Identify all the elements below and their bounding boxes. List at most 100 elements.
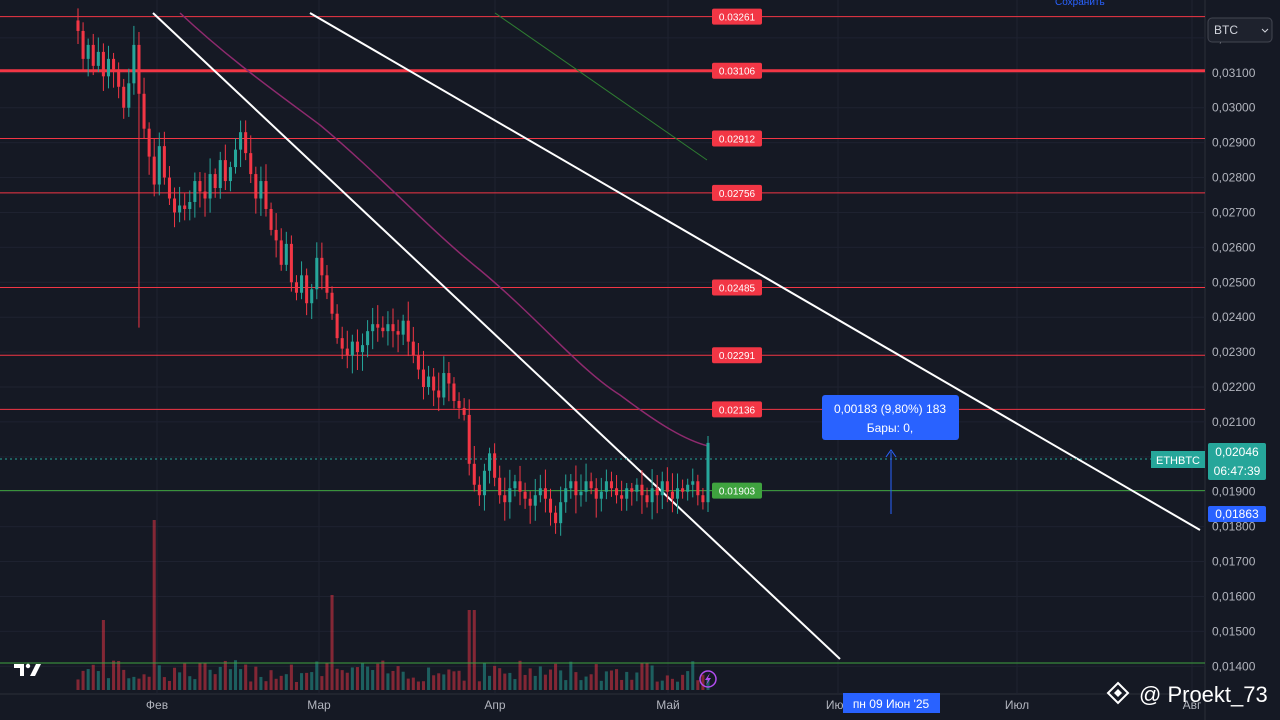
volume-bar [432, 675, 436, 690]
candle-body [574, 481, 578, 496]
candle-body [167, 177, 171, 199]
volume-bar [208, 669, 212, 690]
tradingview-logo-icon[interactable] [14, 663, 41, 676]
level-badge [712, 184, 762, 201]
lightning-icon[interactable] [699, 670, 717, 688]
volume-bar [518, 660, 522, 690]
volume-bar [538, 666, 542, 690]
candle-body [503, 495, 507, 503]
y-tick-label: 0,01400 [1212, 659, 1256, 673]
candle-body [178, 205, 182, 213]
symbol-select-value: BTC [1214, 23, 1238, 37]
series-tag-label: ETHBTC [1156, 455, 1200, 467]
volume-bar [620, 679, 624, 690]
candle-body [386, 324, 390, 332]
volume-bar [127, 678, 131, 690]
volume-bar [503, 673, 507, 690]
volume-bar [533, 675, 537, 690]
candle-body [152, 156, 156, 185]
volume-bar [681, 674, 685, 690]
volume-bar [635, 672, 639, 690]
countdown-label: 06:47:39 [1214, 464, 1261, 478]
y-tick-label: 0,02700 [1212, 205, 1256, 219]
x-tick-label: Май [656, 698, 680, 712]
trendlines[interactable] [152, 12, 1201, 660]
x-tick-label: Апр [484, 698, 506, 712]
volume-bar [218, 666, 222, 690]
candle-body [421, 369, 426, 388]
measure-tool[interactable]: 0,00183 (9,80%) 183 Бары: 0, [822, 395, 959, 514]
volume-bar [615, 669, 619, 690]
volume-bar [249, 681, 253, 690]
volume-bar [183, 663, 187, 690]
candle-body [360, 345, 365, 353]
volume-bar [391, 670, 395, 690]
candle-body [406, 320, 410, 342]
candle-body [675, 488, 680, 499]
candle-body [554, 512, 558, 524]
level-label: 0.02756 [719, 189, 756, 200]
volume-bar [442, 674, 446, 690]
volume-bar [198, 663, 202, 690]
candle-body [615, 488, 619, 496]
volume-bar [701, 674, 705, 690]
volume-bar [477, 681, 481, 690]
candle-body [381, 327, 385, 332]
volume-bar [269, 670, 273, 690]
candle-body [604, 481, 608, 492]
volume-bars [76, 520, 710, 690]
volume-bar [173, 667, 177, 690]
candle-body [218, 160, 222, 189]
volume-bar [106, 678, 111, 690]
candle-body [391, 324, 395, 332]
volume-bar [645, 663, 649, 690]
candle-body [411, 341, 415, 356]
volume-bar [386, 673, 390, 690]
measure-line-1: 0,00183 (9,80%) 183 [834, 402, 946, 416]
volume-bar [350, 667, 354, 690]
candle-body [432, 376, 436, 391]
y-tick-label: 0,02300 [1212, 345, 1256, 359]
candle-body [493, 453, 497, 478]
y-tick-label: 0,02100 [1212, 415, 1256, 429]
volume-bar [523, 674, 527, 690]
save-link-partial[interactable]: Сохранить [1055, 0, 1105, 8]
watermark-text: @ Proekt_73 [1139, 682, 1268, 707]
candle-body [472, 463, 476, 485]
volume-bar [335, 668, 339, 690]
symbol-select[interactable]: BTC [1207, 17, 1273, 43]
volume-bar [162, 677, 166, 690]
horizontal-levels[interactable]: 0.03261 0.03106 0.02912 0.02756 0.02485 0.022… [0, 8, 1205, 499]
candle-body [625, 488, 629, 499]
volume-bar [305, 672, 309, 690]
candle-body [305, 275, 309, 304]
volume-bar [315, 661, 319, 690]
volume-bar [193, 679, 197, 690]
trendline-upper[interactable] [309, 12, 1201, 531]
y-tick-label: 0,03000 [1212, 101, 1256, 115]
candle-body [686, 484, 690, 492]
volume-bar [599, 680, 603, 690]
trendline-lower[interactable] [152, 12, 841, 660]
y-tick-label: 0,02800 [1212, 171, 1256, 185]
candle-body [508, 488, 512, 503]
volume-bar [366, 666, 370, 690]
volume-bar [122, 669, 126, 690]
measure-box [822, 395, 959, 440]
volume-bar [340, 670, 344, 690]
candle-body [528, 498, 532, 506]
level-label: 0.02291 [719, 351, 756, 362]
candle-body [325, 275, 329, 293]
symbol-select-box[interactable] [1207, 17, 1273, 43]
volume-bar [640, 662, 644, 690]
candle-body [233, 149, 238, 168]
volume-bar [274, 678, 278, 690]
candle-body [198, 181, 202, 192]
volume-bar [630, 679, 634, 690]
candle-body [249, 153, 253, 175]
volume-bar [467, 610, 471, 690]
x-tick-label: Фев [146, 698, 168, 712]
candle-body [203, 191, 207, 199]
candle-body [112, 58, 116, 70]
